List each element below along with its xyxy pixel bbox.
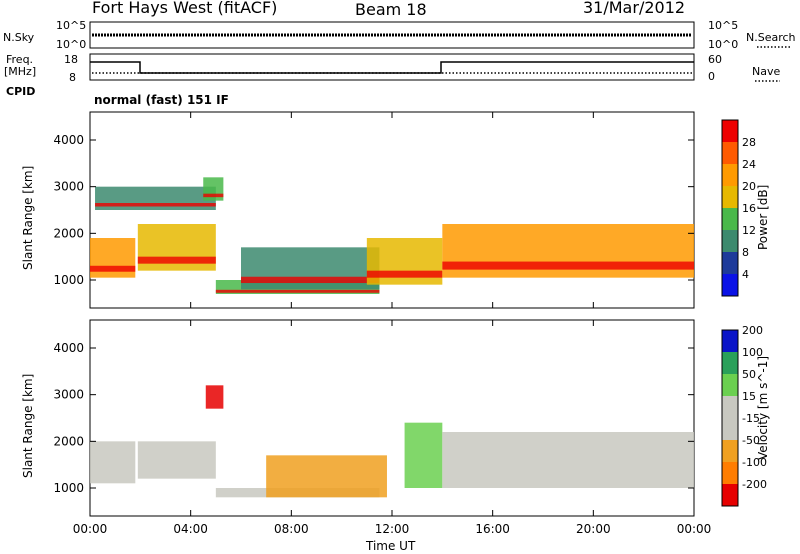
scatter-core <box>95 203 216 207</box>
x-tick-label: 16:00 <box>475 522 510 536</box>
power-colorbar-tick-label: 4 <box>742 268 749 281</box>
scatter-core <box>137 256 216 264</box>
velocity-ylabel: Slant Range [km] <box>21 373 35 478</box>
power-colorbar-swatch <box>722 252 738 274</box>
power-colorbar-swatch <box>722 164 738 186</box>
freq-bottom-tick: 8 <box>69 71 76 84</box>
x-tick-label: 20:00 <box>576 522 611 536</box>
y-tick-label: 2000 <box>53 434 84 448</box>
velocity-colorbar-swatch <box>722 484 738 506</box>
y-tick-label: 3000 <box>53 388 84 402</box>
freq-panel <box>89 53 695 81</box>
nsearch-top-tick: 10^5 <box>708 19 739 32</box>
y-tick-label: 2000 <box>53 226 84 240</box>
beam-title: Beam 18 <box>355 0 427 19</box>
velocity-colorbar-frame <box>721 329 739 507</box>
x-tick-label: 00:00 <box>677 522 712 536</box>
scatter-region <box>404 422 443 488</box>
velocity-colorbar-swatch <box>722 418 738 440</box>
scatter-core <box>215 289 380 293</box>
scatter-region <box>442 432 694 488</box>
scatter-core <box>241 276 380 284</box>
power-colorbar-swatch <box>722 230 738 252</box>
velocity-colorbar-swatch <box>722 396 738 418</box>
velocity-colorbar-swatch <box>722 440 738 462</box>
axes: 1000 2000 3000 4000 1000 2000 3000 4000 00:00 04:… <box>53 112 711 536</box>
power-colorbar-swatch <box>722 186 738 208</box>
mode-label: normal (fast) 151 IF <box>94 93 229 107</box>
nave-bottom-tick: 0 <box>708 70 715 83</box>
scatter-core <box>442 261 694 270</box>
nsky-panel <box>89 21 695 49</box>
scatter-core <box>90 265 136 272</box>
nave-top-tick: 60 <box>708 53 722 66</box>
x-tick-label: 00:00 <box>73 522 108 536</box>
y-tick-label: 1000 <box>53 481 84 495</box>
nsearch-bottom-tick: 10^0 <box>708 38 739 51</box>
velocity-colorbar-tick-label: -50 <box>742 434 760 447</box>
nsky-top-tick: 10^5 <box>56 19 87 32</box>
freq-label: Freq. <box>6 53 34 66</box>
velocity-heatmap <box>90 385 694 498</box>
velocity-colorbar-swatch <box>722 374 738 396</box>
power-colorbar-tick-label: 28 <box>742 136 756 149</box>
x-tick-label: 12:00 <box>375 522 410 536</box>
freq-unit-label: [MHz] <box>4 65 37 78</box>
scatter-region <box>205 385 224 409</box>
power-colorbar-label: Power [dB] <box>756 184 770 250</box>
power-colorbar-tick-label: 24 <box>742 158 756 171</box>
cpid-label: CPID <box>6 85 36 98</box>
y-tick-label: 1000 <box>53 273 84 287</box>
power-colorbar-tick-label: 16 <box>742 202 756 215</box>
power-colorbar-swatch <box>722 208 738 230</box>
power-colorbar-tick-label: 20 <box>742 180 756 193</box>
freq-trace <box>90 61 694 74</box>
power-colorbar-swatch <box>722 274 738 296</box>
power-ylabel: Slant Range [km] <box>21 165 35 270</box>
x-tick-label: 08:00 <box>274 522 309 536</box>
y-tick-label: 4000 <box>53 341 84 355</box>
velocity-colorbar-swatch <box>722 330 738 352</box>
y-tick-label: 3000 <box>53 180 84 194</box>
freq-top-tick: 18 <box>64 53 78 66</box>
velocity-colorbar-tick-label: 15 <box>742 390 756 403</box>
scatter-core <box>366 270 443 278</box>
velocity-colorbar: -200 -100 -50 -15 15 50 100 200 <box>721 324 767 507</box>
velocity-colorbar-tick-label: 200 <box>742 324 763 337</box>
velocity-colorbar-swatch <box>722 462 738 484</box>
scatter-region <box>266 455 387 498</box>
velocity-colorbar-tick-label: 50 <box>742 368 756 381</box>
nave-label: Nave <box>752 65 781 78</box>
velocity-colorbar-tick-label: -15 <box>742 412 760 425</box>
power-colorbar-tick-label: 8 <box>742 246 749 259</box>
nsky-bottom-tick: 10^0 <box>56 38 87 51</box>
x-tick-label: 04:00 <box>173 522 208 536</box>
station-title: Fort Hays West (fitACF) <box>92 0 278 17</box>
power-colorbar-swatch <box>722 142 738 164</box>
scatter-region <box>137 441 216 479</box>
power-heatmap <box>90 177 694 294</box>
velocity-colorbar-tick-label: -100 <box>742 456 767 469</box>
power-colorbar-frame <box>721 119 739 297</box>
velocity-colorbar-label: Velocity [m s^-1] <box>756 355 770 460</box>
date-title: 31/Mar/2012 <box>583 0 686 17</box>
nsky-label: N.Sky <box>3 31 35 44</box>
velocity-colorbar-tick-label: 100 <box>742 346 763 359</box>
y-tick-label: 4000 <box>53 133 84 147</box>
power-colorbar: 4 8 12 16 20 24 28 <box>721 119 756 297</box>
velocity-colorbar-swatch <box>722 352 738 374</box>
x-axis-title: Time UT <box>366 539 416 553</box>
power-colorbar-swatch <box>722 120 738 142</box>
scatter-core <box>203 193 224 198</box>
velocity-colorbar-tick-label: -200 <box>742 478 767 491</box>
nsearch-label: N.Search <box>746 31 796 44</box>
scatter-region <box>90 441 136 484</box>
power-colorbar-tick-label: 12 <box>742 224 756 237</box>
